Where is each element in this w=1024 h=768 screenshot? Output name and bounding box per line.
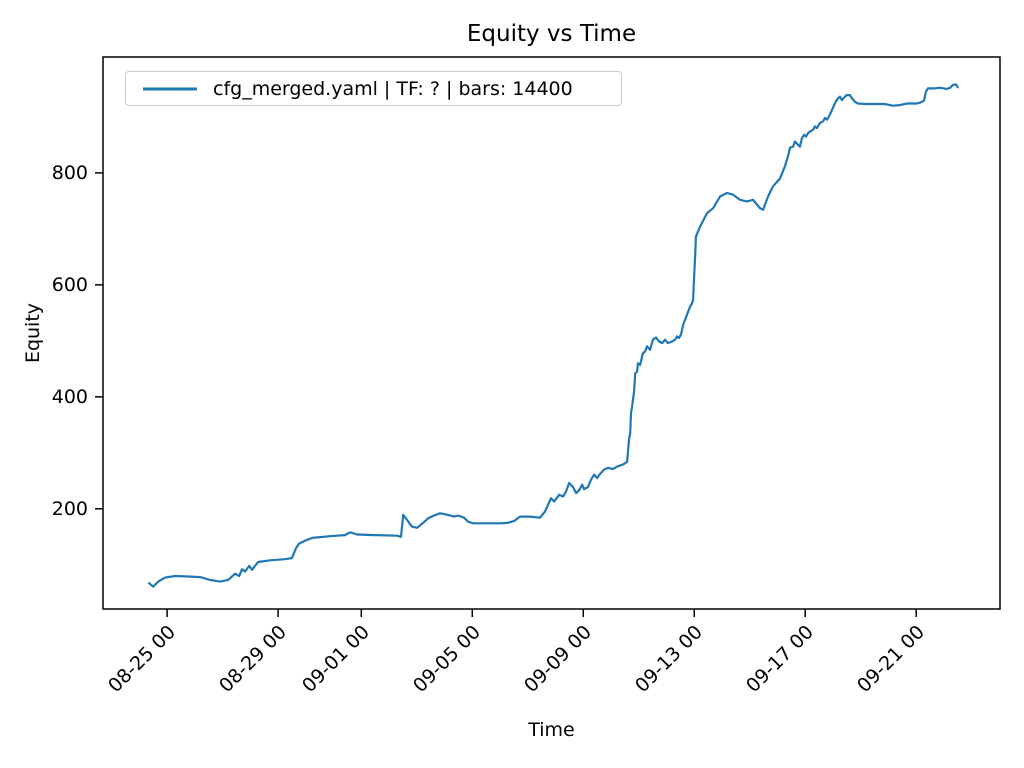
legend: cfg_merged.yaml | TF: ? | bars: 14400 [125, 71, 622, 106]
legend-line-icon [143, 87, 197, 90]
chart-title: Equity vs Time [466, 21, 637, 47]
y-tick-label: 800 [51, 161, 88, 184]
x-axis-label: Time [528, 719, 575, 741]
axes-frame [102, 56, 1001, 610]
y-tick-label: 200 [51, 497, 88, 520]
equity-line-series [148, 83, 959, 588]
tick-marks [95, 172, 917, 617]
y-tick-label: 400 [51, 385, 88, 408]
legend-label: cfg_merged.yaml | TF: ? | bars: 14400 [213, 77, 573, 100]
y-tick-label: 600 [51, 273, 88, 296]
